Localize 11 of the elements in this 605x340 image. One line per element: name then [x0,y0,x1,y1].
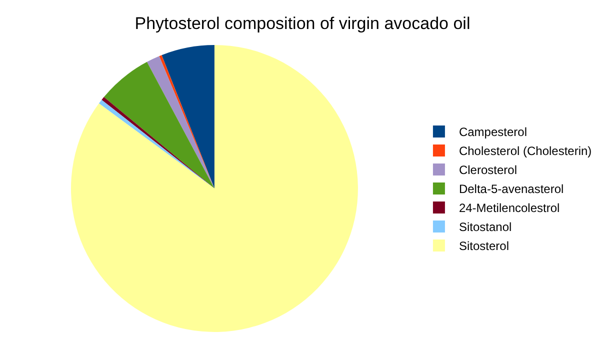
legend-label: Clerosterol [458,163,517,178]
legend-label: Delta-5-avenasterol [458,182,564,196]
legend-label: 24-Metilencolestrol [458,201,560,216]
legend-label: Sitostanol [458,220,512,234]
chart-title: Phytosterol composition of virgin avocado oil [134,14,470,33]
legend-label: Cholesterol (Cholesterin) [458,144,592,158]
legend-label: Campesterol [458,125,527,140]
pie-slice [146,56,214,188]
pie-slice [70,45,358,332]
pie-slice [104,62,214,188]
legend-label: Sitosterol [458,239,509,254]
